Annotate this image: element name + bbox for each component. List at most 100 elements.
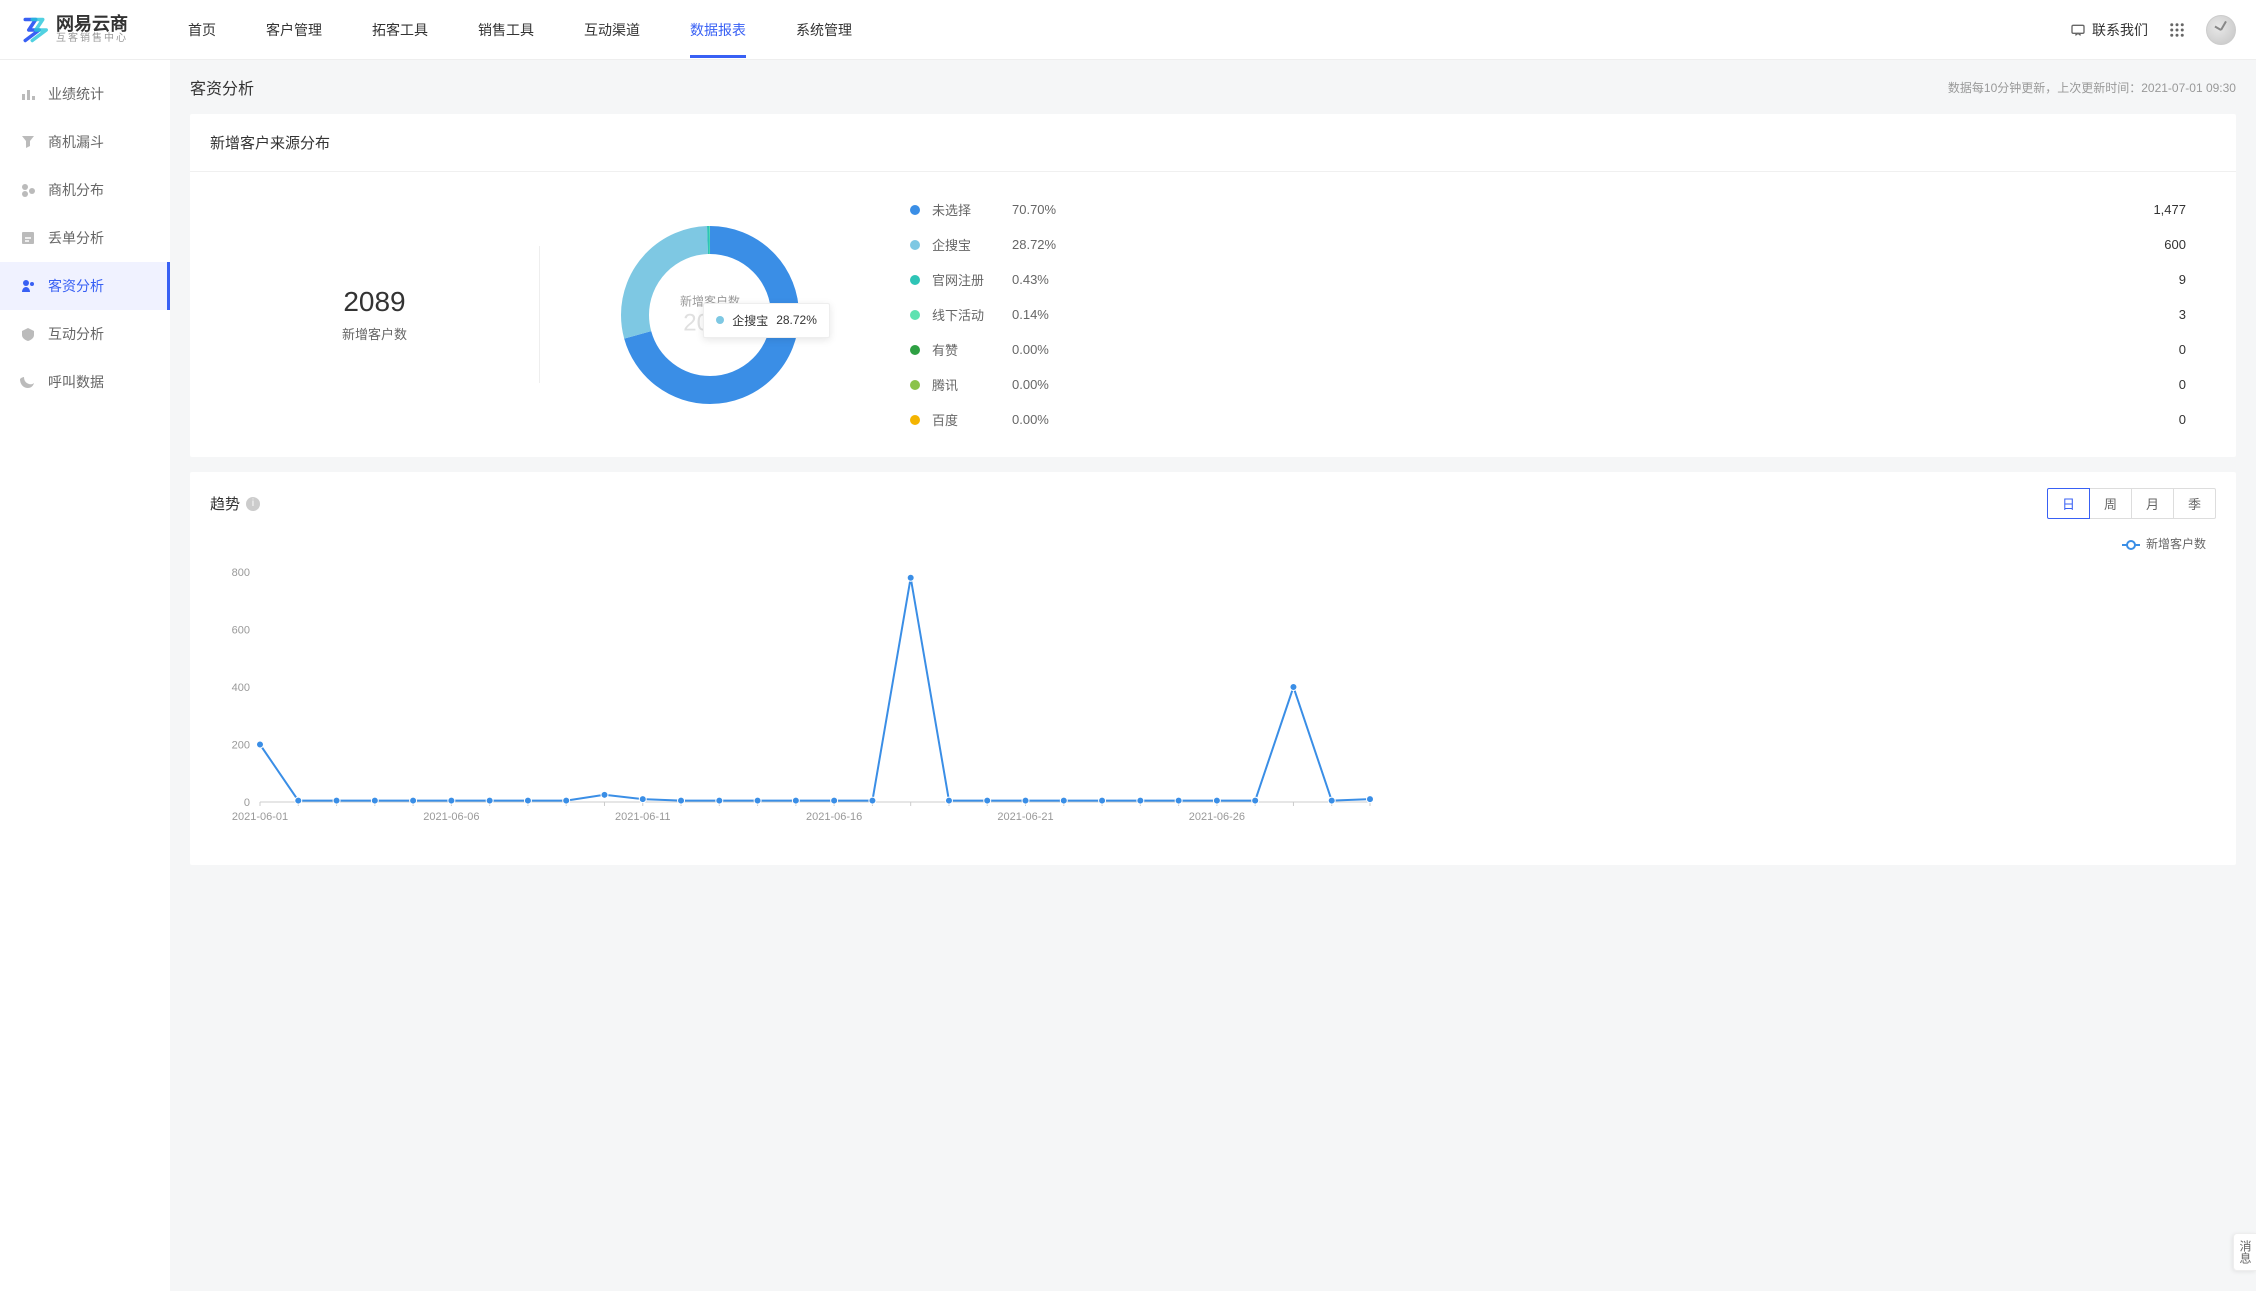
update-info: 数据每10分钟更新，上次更新时间：2021-07-01 09:30: [1948, 79, 2236, 96]
top-nav: 首页客户管理拓客工具销售工具互动渠道数据报表系统管理: [188, 2, 2070, 58]
sidebar-item-0[interactable]: 业绩统计: [0, 70, 170, 118]
svg-text:0: 0: [244, 797, 250, 809]
sidebar-icon: [20, 374, 36, 390]
legend-count: 3: [2179, 307, 2186, 322]
nav-item-6[interactable]: 系统管理: [796, 2, 852, 58]
svg-text:2021-06-11: 2021-06-11: [615, 811, 670, 823]
legend-count: 9: [2179, 272, 2186, 287]
legend-pct: 70.70%: [1012, 202, 2153, 217]
source-card: 新增客户来源分布 2089 新增客户数 新增客户数 2089 企搜宝 28.72…: [190, 114, 2236, 457]
sidebar-item-1[interactable]: 商机漏斗: [0, 118, 170, 166]
svg-text:600: 600: [232, 625, 250, 637]
trend-title: 趋势: [210, 493, 240, 514]
legend-name: 线下活动: [932, 305, 1012, 324]
svg-text:400: 400: [232, 682, 250, 694]
sidebar-label: 商机分布: [48, 180, 104, 200]
legend-count: 0: [2179, 342, 2186, 357]
sidebar-icon: [20, 134, 36, 150]
tooltip-pct: 28.72%: [776, 313, 817, 327]
legend-pct: 0.00%: [1012, 342, 2179, 357]
nav-item-1[interactable]: 客户管理: [266, 2, 322, 58]
svg-text:200: 200: [232, 740, 250, 752]
period-btn-季[interactable]: 季: [2173, 488, 2216, 519]
legend-row[interactable]: 企搜宝28.72%600: [910, 227, 2186, 262]
chat-icon: [2070, 22, 2086, 38]
legend-row[interactable]: 百度0.00%0: [910, 402, 2186, 437]
legend-pct: 0.00%: [1012, 412, 2179, 427]
topbar-right: 联系我们: [2070, 15, 2236, 45]
period-btn-日[interactable]: 日: [2047, 488, 2090, 519]
legend-count: 0: [2179, 377, 2186, 392]
sidebar-icon: [20, 326, 36, 342]
svg-text:2021-06-26: 2021-06-26: [1189, 811, 1245, 823]
line-chart: 02004006008002021-06-012021-06-062021-06…: [190, 562, 2236, 865]
nav-item-5[interactable]: 数据报表: [690, 2, 746, 58]
info-icon[interactable]: i: [246, 497, 260, 511]
contact-us[interactable]: 联系我们: [2070, 20, 2148, 40]
legend-name: 有赞: [932, 340, 1012, 359]
legend-name: 未选择: [932, 200, 1012, 219]
period-buttons: 日周月季: [2047, 488, 2216, 519]
legend-row[interactable]: 未选择70.70%1,477: [910, 192, 2186, 227]
legend-row[interactable]: 线下活动0.14%3: [910, 297, 2186, 332]
apps-icon[interactable]: [2168, 21, 2186, 39]
sidebar-icon: [20, 182, 36, 198]
sidebar-item-2[interactable]: 商机分布: [0, 166, 170, 214]
topbar: 网易云商 互客销售中心 首页客户管理拓客工具销售工具互动渠道数据报表系统管理 联…: [0, 0, 2256, 60]
legend-pct: 0.00%: [1012, 377, 2179, 392]
sidebar-item-3[interactable]: 丢单分析: [0, 214, 170, 262]
sidebar-label: 丢单分析: [48, 228, 104, 248]
sidebar-label: 客资分析: [48, 276, 104, 296]
main-content: 客资分析 数据每10分钟更新，上次更新时间：2021-07-01 09:30 新…: [170, 60, 2256, 1291]
legend-dot: [910, 415, 920, 425]
legend-row[interactable]: 官网注册0.43%9: [910, 262, 2186, 297]
nav-item-2[interactable]: 拓客工具: [372, 2, 428, 58]
contact-label: 联系我们: [2092, 20, 2148, 40]
legend-name: 官网注册: [932, 270, 1012, 289]
legend-dot: [910, 240, 920, 250]
legend-dot: [910, 345, 920, 355]
legend-dot: [910, 380, 920, 390]
sidebar-item-4[interactable]: 客资分析: [0, 262, 170, 310]
legend-count: 600: [2164, 237, 2186, 252]
sidebar-icon: [20, 86, 36, 102]
logo-icon: [20, 16, 48, 44]
legend-dot: [910, 275, 920, 285]
sidebar-item-6[interactable]: 呼叫数据: [0, 358, 170, 406]
legend-dot: [910, 310, 920, 320]
period-btn-月[interactable]: 月: [2131, 488, 2174, 519]
total-value: 2089: [210, 286, 539, 318]
svg-text:2021-06-06: 2021-06-06: [423, 811, 479, 823]
nav-item-4[interactable]: 互动渠道: [584, 2, 640, 58]
sidebar-icon: [20, 278, 36, 294]
svg-text:800: 800: [232, 567, 250, 579]
legend-row[interactable]: 有赞0.00%0: [910, 332, 2186, 367]
legend-name: 腾讯: [932, 375, 1012, 394]
donut-tooltip: 企搜宝 28.72%: [703, 303, 830, 338]
brand-name: 网易云商: [56, 15, 128, 33]
trend-card: 趋势 i 日周月季 新增客户数 02004006008002021-06-012…: [190, 472, 2236, 865]
period-btn-周[interactable]: 周: [2089, 488, 2132, 519]
trend-title-wrap: 趋势 i: [210, 493, 260, 514]
chart-legend: 新增客户数: [190, 535, 2236, 562]
legend-row[interactable]: 腾讯0.00%0: [910, 367, 2186, 402]
nav-item-3[interactable]: 销售工具: [478, 2, 534, 58]
chart-legend-label: 新增客户数: [2146, 537, 2206, 551]
legend-dot: [910, 205, 920, 215]
legend-table: 未选择70.70%1,477企搜宝28.72%600官网注册0.43%9线下活动…: [880, 192, 2216, 437]
float-message-button[interactable]: 消息: [2233, 1233, 2256, 1271]
legend-pct: 28.72%: [1012, 237, 2164, 252]
sidebar: 业绩统计商机漏斗商机分布丢单分析客资分析互动分析呼叫数据: [0, 60, 170, 1291]
legend-pct: 0.14%: [1012, 307, 2179, 322]
legend-count: 1,477: [2153, 202, 2186, 217]
svg-text:2021-06-21: 2021-06-21: [997, 811, 1053, 823]
donut-chart: 新增客户数 2089 企搜宝 28.72%: [540, 215, 880, 415]
avatar[interactable]: [2206, 15, 2236, 45]
sidebar-item-5[interactable]: 互动分析: [0, 310, 170, 358]
svg-text:2021-06-16: 2021-06-16: [806, 811, 862, 823]
legend-name: 企搜宝: [932, 235, 1012, 254]
logo[interactable]: 网易云商 互客销售中心: [20, 15, 128, 45]
total-label: 新增客户数: [210, 324, 539, 343]
brand-sub: 互客销售中心: [56, 33, 128, 45]
nav-item-0[interactable]: 首页: [188, 2, 216, 58]
